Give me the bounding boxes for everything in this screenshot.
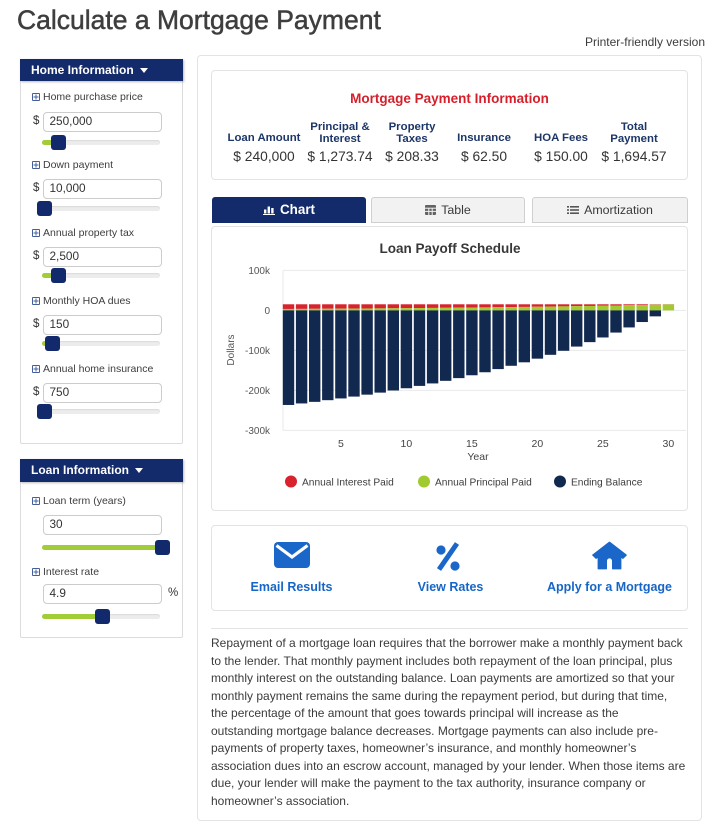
svg-text:Annual Principal Paid: Annual Principal Paid xyxy=(435,478,532,489)
svg-text:20: 20 xyxy=(532,438,544,450)
svg-text:-100k: -100k xyxy=(245,346,271,357)
svg-text:10: 10 xyxy=(401,438,413,450)
svg-text:Loan Payoff Schedule: Loan Payoff Schedule xyxy=(379,241,521,256)
svg-text:-300k: -300k xyxy=(245,426,271,437)
svg-text:Ending Balance: Ending Balance xyxy=(571,478,643,489)
svg-text:100k: 100k xyxy=(248,266,271,277)
svg-text:25: 25 xyxy=(597,438,609,450)
svg-text:0: 0 xyxy=(264,306,270,317)
svg-text:Annual Interest Paid: Annual Interest Paid xyxy=(302,478,394,489)
svg-text:30: 30 xyxy=(663,438,675,450)
svg-text:Dollars: Dollars xyxy=(226,334,237,365)
svg-text:Year: Year xyxy=(467,451,489,463)
svg-text:15: 15 xyxy=(466,438,478,450)
svg-text:-200k: -200k xyxy=(245,386,271,397)
svg-text:5: 5 xyxy=(338,438,344,450)
